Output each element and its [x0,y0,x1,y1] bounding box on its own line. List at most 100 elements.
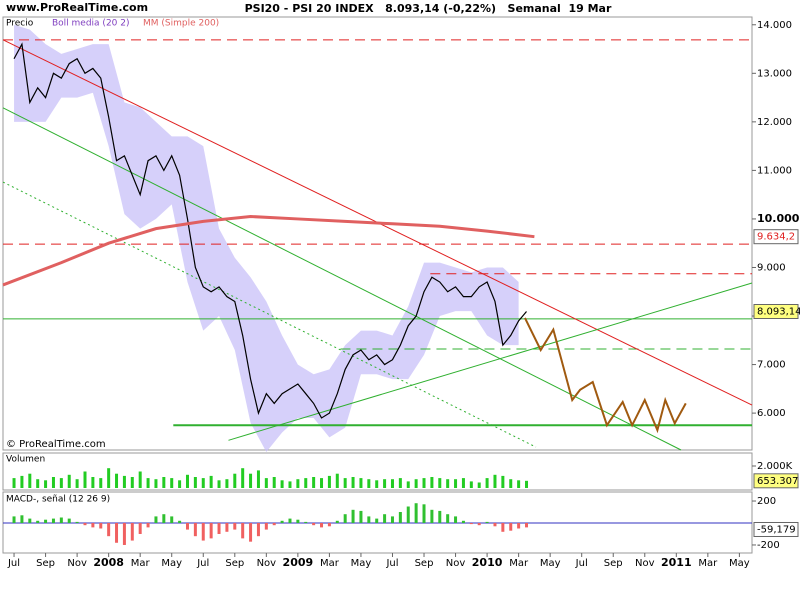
volume-bar [525,480,529,488]
macd-bar [162,514,166,523]
x-tick-label: 2008 [93,556,124,569]
x-tick-label: Nov [635,558,655,569]
volume-bar [351,477,355,488]
macd-bar [44,519,48,523]
volume-bar [146,478,150,488]
macd-bar [461,520,465,523]
macd-bar [383,514,387,523]
macd-bar [20,515,24,523]
volume-bar [170,478,174,488]
volume-bar [406,481,410,488]
macd-bar [493,522,497,527]
x-tick-label: Jul [385,558,398,569]
price-line [2,215,535,287]
x-tick-label: 2011 [661,556,692,569]
legend-label: MM (Simple 200) [143,19,219,29]
y-tick-label: -200 [757,540,780,551]
volume-bar [91,477,95,488]
volume-bar [83,471,87,488]
volume-bar [477,482,481,488]
macd-bar [146,522,150,528]
y-tick-label: 200 [757,496,776,507]
volume-bar [138,471,142,488]
x-tick-label: Nov [257,558,277,569]
volume-bar [241,468,245,488]
y-tick-label: 11.000 [757,165,792,176]
value-badge-label: -59,179 [757,524,796,535]
macd-bar [83,522,87,526]
volume-bar [178,480,182,488]
trend-line [2,107,682,451]
macd-bar [351,509,355,523]
forecast-line [524,317,687,434]
macd-bar [398,512,402,523]
macd-bar [454,516,458,523]
volume-bar [446,479,450,488]
volume-bar [390,479,394,488]
x-tick-label: Jul [575,558,588,569]
volume-bar [67,474,71,488]
macd-bar [138,522,142,534]
volume-bar [99,478,103,488]
macd-bar [446,514,450,523]
macd-bar [217,522,221,534]
x-tick-label: May [540,558,561,569]
volume-bar [272,477,276,488]
chart-title: PSI20 - PSI 20 INDEX 8.093,14 (-0,22%) S… [245,2,612,15]
volume-bar [233,473,237,488]
macd-bar [209,522,213,539]
macd-bar [406,506,410,523]
macd-bar [430,509,434,523]
macd-bar [122,522,126,545]
macd-bar [185,522,189,530]
volume-bar [193,477,197,488]
volume-bar [20,475,24,488]
volume-bar [327,475,331,488]
volume-bar [304,478,308,488]
x-tick-label: Sep [415,558,434,569]
macd-bar [359,510,363,523]
volume-panel [2,452,753,491]
volume-bar [217,480,221,488]
volume-bar [312,477,316,488]
bollinger-band [14,24,519,452]
macd-bar [225,522,229,532]
legend-label: Precio [6,19,34,29]
volume-bar [517,480,521,488]
x-tick-label: Mar [509,558,529,569]
macd-bar [107,522,111,537]
volume-bar [461,478,465,488]
volume-bar [335,473,339,488]
x-tick-label: Jul [196,558,209,569]
macd-bar [241,522,245,539]
x-tick-label: 2010 [472,556,503,569]
value-badge-label: 8.093,14 [757,307,800,318]
macd-bar [201,522,205,541]
macd-bar [422,504,426,523]
macd-bar [280,520,284,523]
volume-bar [209,475,213,488]
x-tick-label: Mar [320,558,340,569]
macd-bar [296,519,300,523]
volume-bar [36,479,40,488]
macd-bar [59,517,63,523]
value-badge-label: 653.307 [757,476,798,487]
macd-bar [193,522,197,537]
volume-bar [343,478,347,488]
macd-bar [343,514,347,523]
y-tick-label: 12.000 [757,117,792,128]
macd-bar [509,522,513,531]
volume-bar [201,478,205,488]
macd-bar [312,522,316,526]
macd-bar [288,518,292,523]
volume-bar [264,478,268,488]
volume-bar [130,477,134,488]
volume-bar [493,474,497,488]
y-tick-label: 10.000 [757,212,800,225]
macd-bar [154,516,158,523]
volume-bar [296,479,300,488]
macd-bar [36,520,40,523]
volume-bar [12,478,16,488]
macd-bar [375,518,379,523]
volume-bar [122,475,126,488]
